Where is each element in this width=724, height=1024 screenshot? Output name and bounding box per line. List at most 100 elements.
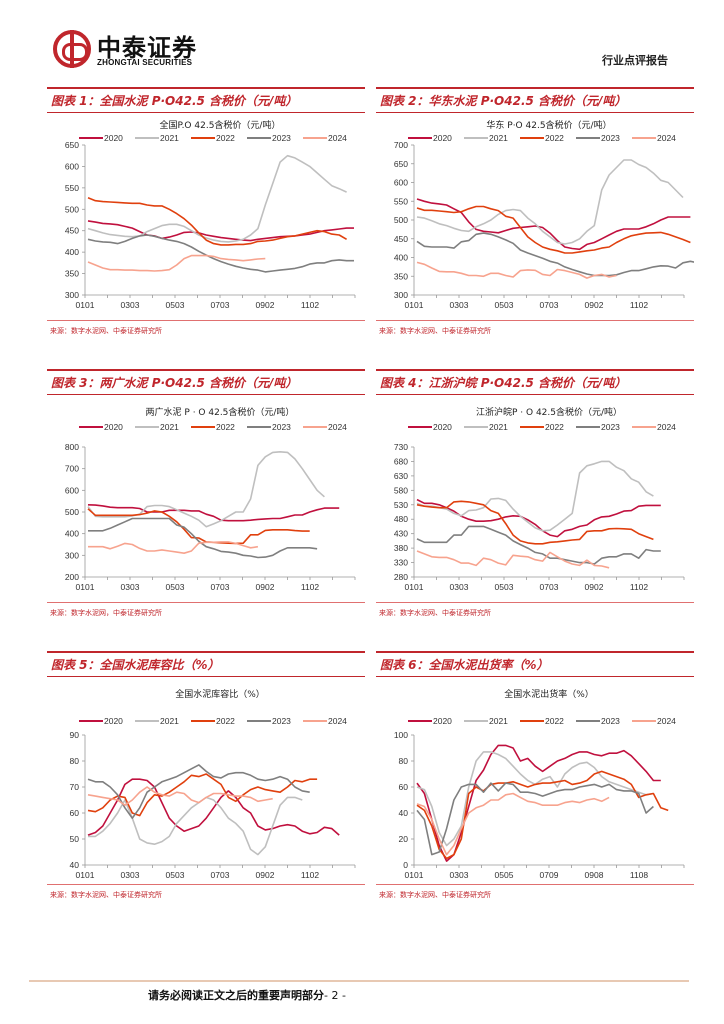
y-tick-label: 500 [65,204,79,214]
legend-label-2023: 2023 [272,133,291,143]
series-line-2023 [416,232,694,277]
legend-label-2020: 2020 [433,133,452,143]
line-chart: 江浙沪皖P · O 42.5含税价（元/吨） 2020 2021 2022 2023 20… [394,406,685,592]
series-line-2021 [88,796,303,856]
panel-title: 图表 2：华东水泥 P·O42.5 含税价（元/吨） [376,87,694,113]
y-tick-label: 400 [65,247,79,257]
series-line-2022 [87,508,310,545]
page-number: - 2 - [324,989,346,1002]
legend-label-2023: 2023 [601,133,620,143]
y-tick-label: 700 [394,140,408,150]
x-tick-label: 0703 [540,582,559,592]
footer-disclaimer: 请务必阅读正文之后的重要声明部分 [148,989,324,1002]
series-line-2021 [416,460,654,532]
legend-label-2022: 2022 [545,422,564,432]
y-tick-label: 350 [394,271,408,281]
chart-panel-4: 图表 4：江浙沪皖 P·O42.5 含税价（元/吨） 江浙沪皖P · O 42.5… [376,369,694,619]
legend-label-2021: 2021 [489,133,508,143]
y-tick-label: 450 [394,234,408,244]
y-tick-label: 550 [65,183,79,193]
report-type: 行业点评报告 [602,54,668,67]
logo-mark-icon [53,30,91,68]
x-tick-label: 0908 [585,870,604,879]
legend-label-2022: 2022 [216,422,235,432]
chart-panel-5: 图表 5：全国水泥库容比（%） 全国水泥库容比（%） 2020 2021 2022 202… [47,651,365,901]
y-tick-label: 80 [399,756,409,766]
x-tick-label: 0303 [121,582,140,592]
x-tick-label: 0303 [121,300,140,310]
legend-label-2020: 2020 [433,422,452,432]
series-line-2024 [416,792,610,856]
y-tick-label: 530 [394,500,408,510]
series-line-2020 [87,504,340,522]
legend-label-2022: 2022 [216,133,235,143]
series-line-2024 [87,254,266,272]
y-tick-label: 300 [394,290,408,300]
x-tick-label: 0101 [405,870,424,879]
chart-panel-1: 图表 1：全国水泥 P·O42.5 含税价（元/吨） 全国P.O 42.5含税价（… [47,87,365,337]
legend-label-2023: 2023 [601,422,620,432]
legend-label-2022: 2022 [545,716,564,726]
y-tick-label: 60 [399,782,409,792]
y-tick-label: 650 [65,140,79,150]
y-tick-label: 400 [394,253,408,263]
x-tick-label: 0709 [540,870,559,879]
y-tick-label: 300 [65,290,79,300]
line-chart: 华东 P·O 42.5含税价（元/吨） 2020 2021 2022 2023 2024 3… [394,119,694,310]
y-tick-label: 800 [65,442,79,452]
y-tick-label: 20 [399,834,409,844]
source-note: 来源：数字水泥网，中泰证券研究所 [47,602,365,618]
chart-panel-6: 图表 6：全国水泥出货率（%） 全国水泥出货率（%） 2020 2021 2022 202… [376,651,694,901]
series-line-2022 [87,773,318,817]
legend-label-2024: 2024 [328,133,347,143]
chart-panel-2: 图表 2：华东水泥 P·O42.5 含税价（元/吨） 华东 P·O 42.5含税价… [376,87,694,337]
line-chart: 全国水泥库容比（%） 2020 2021 2022 2023 2024 40 50 60 70 80… [70,688,356,879]
y-tick-label: 60 [70,808,80,818]
logo-text-en: ZHONGTAI SECURITIES [97,58,193,67]
x-tick-label: 0303 [450,300,469,310]
logo-text-cn: 中泰证券 [97,34,197,62]
x-tick-label: 0902 [256,300,275,310]
y-tick-label: 40 [399,808,409,818]
y-tick-label: 600 [65,485,79,495]
series-line-2022 [416,770,669,860]
y-tick-label: 580 [394,485,408,495]
panel-title: 图表 3：两广水泥 P·O42.5 含税价（元/吨） [47,369,365,395]
x-tick-label: 0503 [495,300,514,310]
x-tick-label: 1102 [301,300,320,310]
y-tick-label: 380 [394,543,408,553]
legend-label-2024: 2024 [328,422,347,432]
chart-panel-3: 图表 3：两广水泥 P·O42.5 含税价（元/吨） 两广水泥 P · O 42.… [47,369,365,619]
panel-title: 图表 6：全国水泥出货率（%） [376,651,694,677]
y-tick-label: 650 [394,159,408,169]
series-line-2023 [416,782,654,856]
legend-label-2021: 2021 [160,133,179,143]
x-tick-label: 0101 [405,582,424,592]
y-tick-label: 730 [394,442,408,452]
legend-label-2020: 2020 [433,716,452,726]
x-tick-label: 0503 [166,582,185,592]
x-tick-label: 0503 [166,870,185,879]
chart-title: 全国水泥出货率（%） [504,688,594,700]
y-tick-label: 700 [65,464,79,474]
y-tick-label: 280 [394,572,408,582]
series-line-2023 [88,517,318,559]
panel-title: 图表 4：江浙沪皖 P·O42.5 含税价（元/吨） [376,369,694,395]
source-note: 来源：数字水泥网、中泰证券研究所 [47,884,365,900]
x-tick-label: 1102 [630,582,649,592]
logo: 中泰证券 ZHONGTAI SECURITIES [53,28,223,72]
series-line-2024 [87,786,273,806]
y-tick-label: 200 [65,572,79,582]
y-tick-label: 680 [394,456,408,466]
x-tick-label: 1108 [630,870,649,879]
series-line-2024 [88,541,259,554]
y-tick-label: 100 [394,730,408,740]
x-tick-label: 1102 [301,870,320,879]
line-chart: 全国P.O 42.5含税价（元/吨） 2020 2021 2022 2023 2024 30… [65,119,356,310]
series-line-2022 [87,196,348,246]
y-tick-label: 300 [65,550,79,560]
series-line-2022 [416,205,691,254]
series-line-2024 [416,261,617,279]
series-line-2023 [87,764,310,819]
y-tick-label: 0 [403,860,408,870]
